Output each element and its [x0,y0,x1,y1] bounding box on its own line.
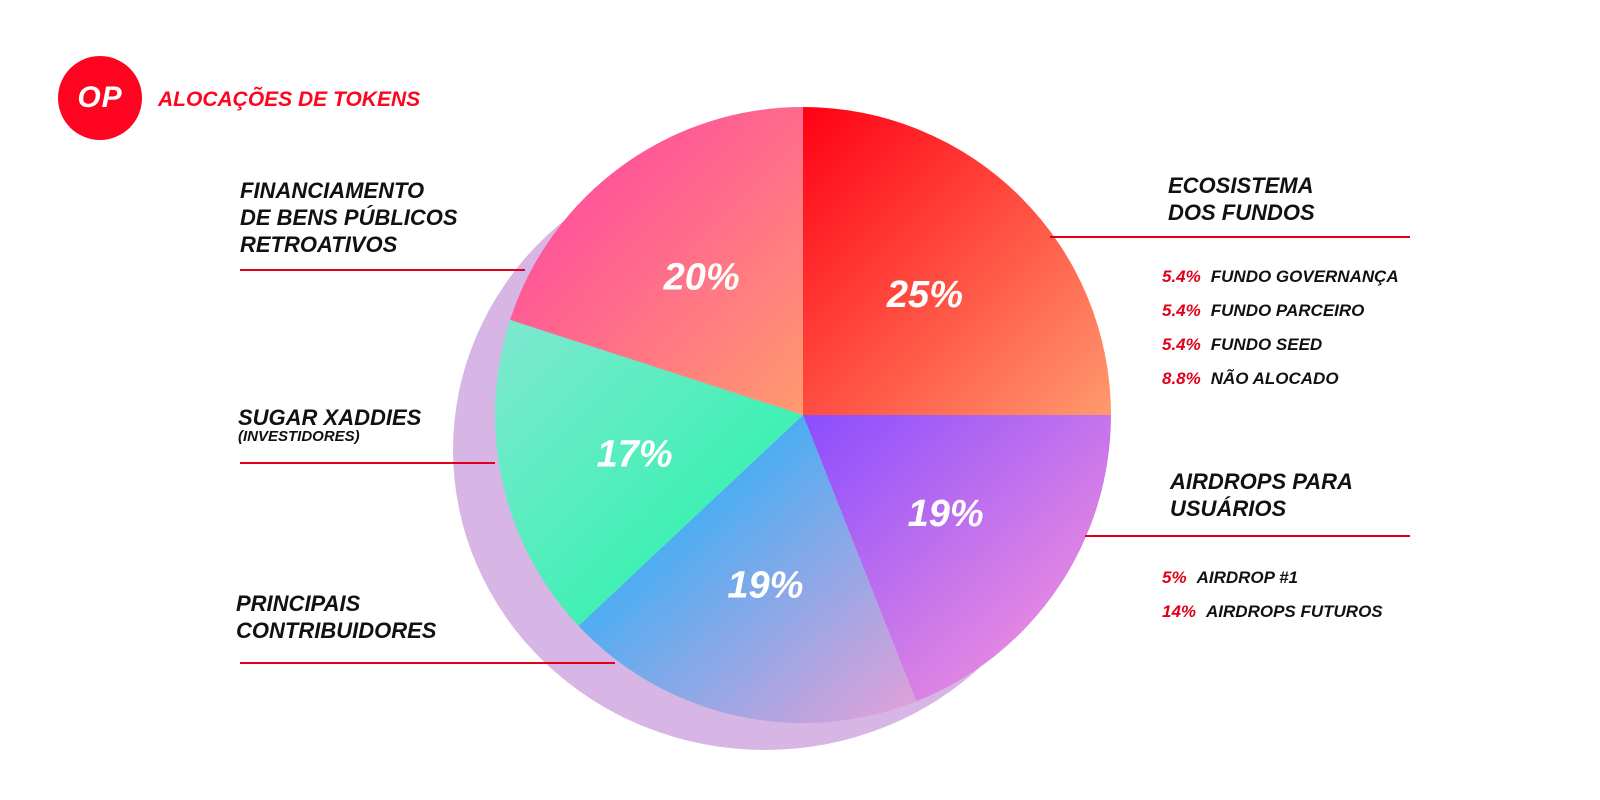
eco-item-name: FUNDO PARCEIRO [1210,301,1365,320]
label-airdrops-line2: USUÁRIOS [1170,496,1287,521]
label-airdrops: AIRDROPS PARA USUÁRIOS [1170,468,1353,522]
airdrop-item-name: AIRDROPS FUTUROS [1206,602,1383,621]
label-financiamento: FINANCIAMENTO DE BENS PÚBLICOS RETROATIV… [240,177,458,258]
slice-data-label: 25% [886,274,963,316]
eco-item-pct: 5.4% [1162,267,1201,286]
airdrop-item-pct: 5% [1162,568,1187,587]
slice-data-label: 20% [663,256,740,298]
label-sugar: SUGAR XADDIES [238,405,422,430]
slice-data-label: 19% [727,564,803,606]
airdrop-item-pct: 14% [1162,602,1197,621]
eco-item-name: FUNDO SEED [1210,335,1323,354]
label-financiamento-line1: FINANCIAMENTO [240,178,425,203]
pie-slice [510,107,803,415]
slice-data-label: 19% [908,493,984,535]
label-principais: PRINCIPAIS CONTRIBUIDORES [236,590,436,644]
label-ecosistema: ECOSISTEMA DOS FUNDOS [1168,172,1315,226]
label-financiamento-line3: RETROATIVOS [240,232,398,257]
pie-slice [495,319,803,626]
pie-slice [578,415,917,724]
label-principais-line2: CONTRIBUIDORES [236,618,437,643]
eco-item: 8.8% NÃO ALOCADO [1162,369,1339,389]
pie-slice [803,415,1111,702]
airdrop-item: 14% AIRDROPS FUTUROS [1162,602,1383,622]
pie-slice [803,107,1111,415]
eco-item: 5.4% FUNDO PARCEIRO [1162,301,1364,321]
eco-item-pct: 8.8% [1162,369,1201,388]
airdrop-item-name: AIRDROP #1 [1196,568,1298,587]
eco-item-pct: 5.4% [1162,335,1201,354]
logo-text: OP [77,81,123,114]
eco-item-name: NÃO ALOCADO [1210,369,1339,388]
eco-item: 5.4% FUNDO GOVERNANÇA [1162,267,1399,287]
eco-item-pct: 5.4% [1162,301,1201,320]
rule-ecosistema [1050,236,1410,238]
slice-data-label: 17% [597,434,673,476]
op-logo: OP [58,56,142,140]
rule-financiamento [240,269,525,271]
eco-item-name: FUNDO GOVERNANÇA [1210,267,1399,286]
page-title: ALOCAÇÕES DE TOKENS [158,88,421,111]
label-airdrops-line1: AIRDROPS PARA [1170,469,1353,494]
label-principais-line1: PRINCIPAIS [236,591,361,616]
label-ecosistema-line2: DOS FUNDOS [1168,200,1315,225]
rule-airdrops [1085,535,1410,537]
label-ecosistema-line1: ECOSISTEMA [1168,173,1314,198]
rule-principais [240,662,615,664]
rule-sugar [240,462,495,464]
label-financiamento-line2: DE BENS PÚBLICOS [240,205,458,230]
airdrop-item: 5% AIRDROP #1 [1162,568,1298,588]
label-sugar-sub: (INVESTIDORES) [238,428,360,445]
eco-item: 5.4% FUNDO SEED [1162,335,1322,355]
